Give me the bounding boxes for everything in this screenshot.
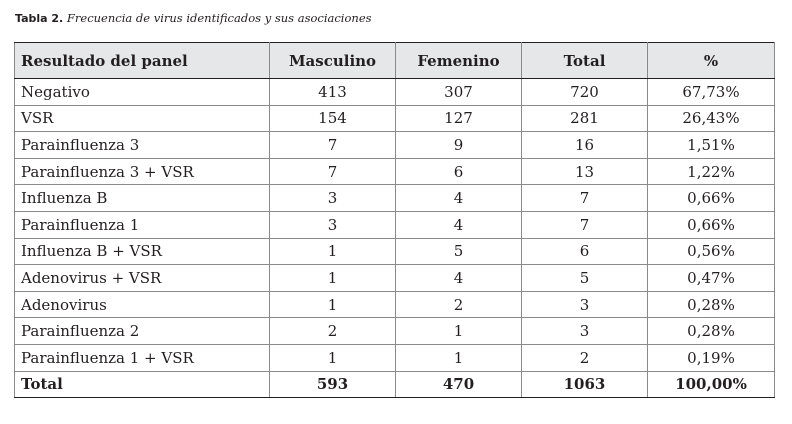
cell-percent: 67,73% xyxy=(647,78,775,106)
cell-masculino: 1 xyxy=(269,343,396,372)
cell-femenino: 5 xyxy=(395,237,522,266)
table-row: Adenovirus + VSR 1 4 5 0,47% xyxy=(14,264,775,292)
header-total: Total xyxy=(521,42,648,79)
caption-text: Frecuencia de virus identificados y sus … xyxy=(66,11,372,25)
cell-percent: 0,66% xyxy=(647,184,775,212)
total-row: Total 593 470 1063 100,00% xyxy=(14,370,775,399)
cell-femenino: 4 xyxy=(395,210,522,239)
cell-total: 3 xyxy=(521,317,648,345)
row-label: Adenovirus + VSR xyxy=(14,264,270,292)
cell-femenino: 1 xyxy=(395,343,522,372)
cell-total: 13 xyxy=(521,157,648,186)
table-row: Parainfluenza 1 3 4 7 0,66% xyxy=(14,210,775,239)
cell-femenino: 307 xyxy=(395,78,522,106)
cell-femenino: 9 xyxy=(395,131,522,159)
row-label: Negativo xyxy=(14,78,270,106)
cell-total: 720 xyxy=(521,78,648,106)
cell-masculino: 7 xyxy=(269,131,396,159)
cell-percent: 0,56% xyxy=(647,237,775,266)
cell-percent: 26,43% xyxy=(647,104,775,133)
cell-percent: 1,51% xyxy=(647,131,775,159)
row-label: Parainfluenza 3 xyxy=(14,131,270,159)
cell-masculino: 1 xyxy=(269,264,396,292)
table-caption: Tabla 2. Frecuencia de virus identificad… xyxy=(15,11,372,25)
cell-total: 2 xyxy=(521,343,648,372)
table-row: Parainfluenza 1 + VSR 1 1 2 0,19% xyxy=(14,343,775,372)
total-label: Total xyxy=(14,370,270,399)
cell-total: 16 xyxy=(521,131,648,159)
cell-femenino: 6 xyxy=(395,157,522,186)
row-label: VSR xyxy=(14,104,270,133)
cell-total: 6 xyxy=(521,237,648,266)
row-label: Influenza B xyxy=(14,184,270,212)
total-masculino: 593 xyxy=(269,370,396,399)
cell-masculino: 1 xyxy=(269,290,396,319)
header-femenino: Femenino xyxy=(395,42,522,79)
cell-femenino: 2 xyxy=(395,290,522,319)
cell-masculino: 2 xyxy=(269,317,396,345)
virus-frequency-table: Resultado del panel Masculino Femenino T… xyxy=(14,42,775,399)
cell-femenino: 127 xyxy=(395,104,522,133)
cell-femenino: 4 xyxy=(395,264,522,292)
table-row: Parainfluenza 3 7 9 16 1,51% xyxy=(14,131,775,159)
cell-masculino: 7 xyxy=(269,157,396,186)
cell-total: 3 xyxy=(521,290,648,319)
cell-total: 281 xyxy=(521,104,648,133)
cell-femenino: 1 xyxy=(395,317,522,345)
header-percent: % xyxy=(647,42,775,79)
table-row: Parainfluenza 3 + VSR 7 6 13 1,22% xyxy=(14,157,775,186)
cell-total: 5 xyxy=(521,264,648,292)
cell-total: 7 xyxy=(521,210,648,239)
cell-percent: 0,19% xyxy=(647,343,775,372)
table-row: Influenza B + VSR 1 5 6 0,56% xyxy=(14,237,775,266)
table-row: Influenza B 3 4 7 0,66% xyxy=(14,184,775,212)
header-resultado: Resultado del panel xyxy=(14,42,270,79)
total-femenino: 470 xyxy=(395,370,522,399)
table-row: Negativo 413 307 720 67,73% xyxy=(14,78,775,106)
cell-masculino: 3 xyxy=(269,184,396,212)
cell-percent: 0,66% xyxy=(647,210,775,239)
row-label: Parainfluenza 2 xyxy=(14,317,270,345)
cell-percent: 0,28% xyxy=(647,290,775,319)
caption-label: Tabla 2. xyxy=(15,12,64,25)
header-masculino: Masculino xyxy=(269,42,396,79)
total-total: 1063 xyxy=(521,370,648,399)
cell-percent: 1,22% xyxy=(647,157,775,186)
cell-femenino: 4 xyxy=(395,184,522,212)
cell-percent: 0,47% xyxy=(647,264,775,292)
table-row: VSR 154 127 281 26,43% xyxy=(14,104,775,133)
cell-masculino: 1 xyxy=(269,237,396,266)
table-row: Parainfluenza 2 2 1 3 0,28% xyxy=(14,317,775,345)
row-label: Parainfluenza 1 xyxy=(14,210,270,239)
total-percent: 100,00% xyxy=(647,370,775,399)
header-row: Resultado del panel Masculino Femenino T… xyxy=(14,42,775,79)
row-label: Parainfluenza 3 + VSR xyxy=(14,157,270,186)
row-label: Parainfluenza 1 + VSR xyxy=(14,343,270,372)
table-row: Adenovirus 1 2 3 0,28% xyxy=(14,290,775,319)
row-label: Adenovirus xyxy=(14,290,270,319)
cell-masculino: 413 xyxy=(269,78,396,106)
cell-masculino: 3 xyxy=(269,210,396,239)
row-label: Influenza B + VSR xyxy=(14,237,270,266)
cell-percent: 0,28% xyxy=(647,317,775,345)
cell-masculino: 154 xyxy=(269,104,396,133)
cell-total: 7 xyxy=(521,184,648,212)
